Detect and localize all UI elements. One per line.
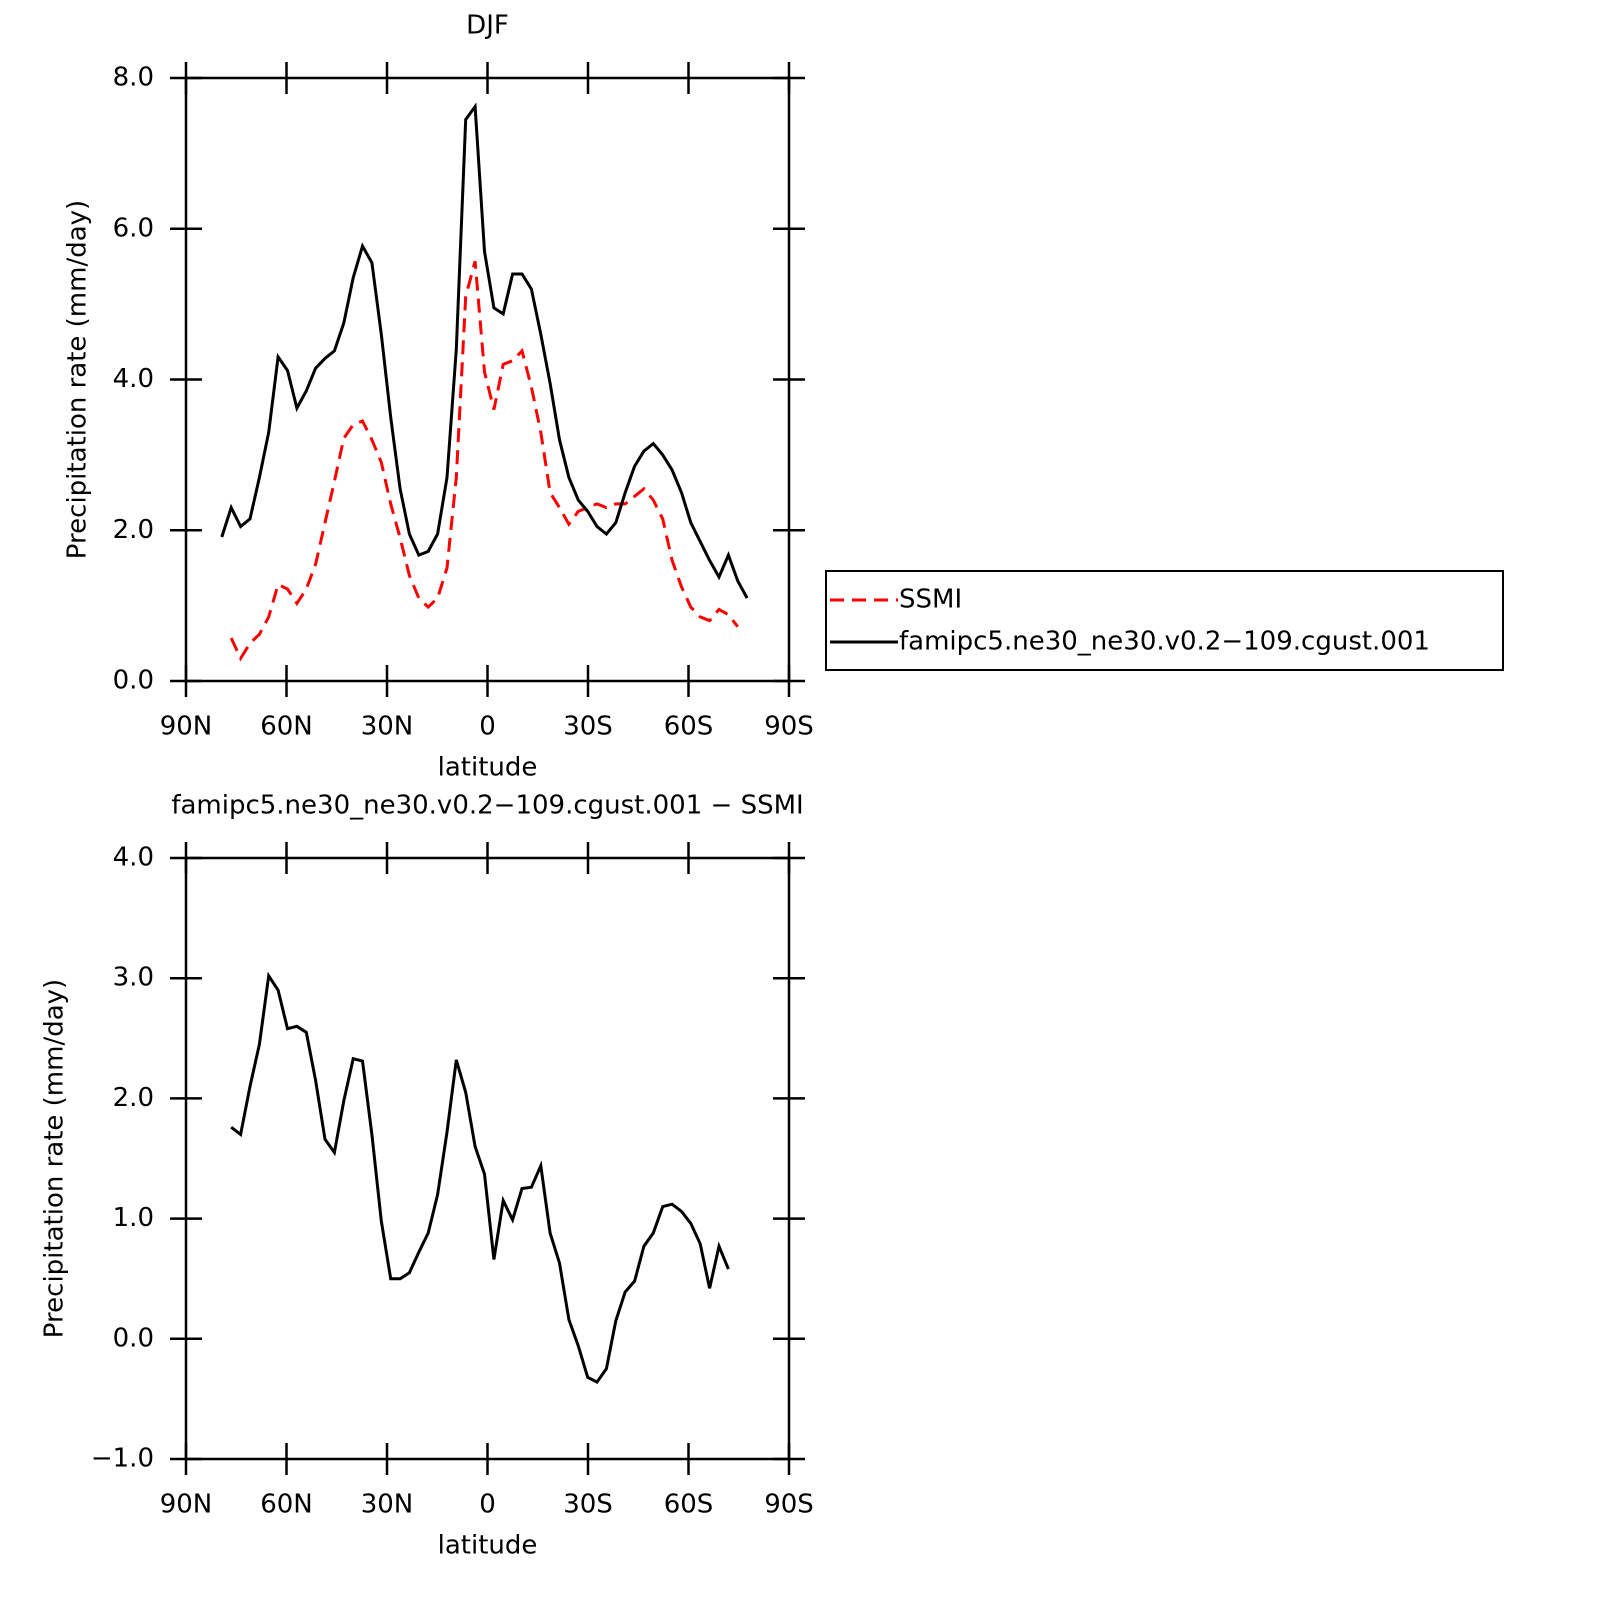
y-tick-label: 8.0: [113, 63, 154, 93]
x-tick-label: 90N: [160, 712, 213, 742]
x-tick-label: 90S: [764, 1490, 814, 1520]
y-axis-label: Precipitation rate (mm/day): [63, 200, 93, 559]
legend-label: famipc5.ne30_ne30.v0.2−109.cgust.001: [899, 627, 1430, 657]
y-tick-label: 3.0: [113, 963, 154, 993]
x-tick-label: 60S: [664, 1490, 714, 1520]
y-tick-label: 0.0: [113, 1323, 154, 1353]
series-line: [220, 102, 749, 599]
y-tick-label: 4.0: [113, 843, 154, 873]
y-tick-label: 2.0: [113, 515, 154, 545]
y-axis-label: Precipitation rate (mm/day): [40, 979, 70, 1338]
plot-frame: [184, 856, 791, 1461]
y-tick-label: 1.0: [113, 1203, 154, 1233]
x-tick-label: 30N: [361, 1490, 414, 1520]
x-tick-label: 60S: [664, 712, 714, 742]
legend-box: [825, 570, 1504, 671]
series-line: [230, 971, 730, 1385]
x-tick-label: 0: [479, 712, 496, 742]
x-axis-label: latitude: [438, 753, 538, 783]
x-tick-label: 0: [479, 1490, 496, 1520]
x-tick-label: 60N: [260, 712, 313, 742]
x-axis-label: latitude: [438, 1531, 538, 1561]
y-tick-label: −1.0: [91, 1444, 154, 1474]
legend-label: SSMI: [899, 585, 962, 615]
x-tick-label: 30S: [563, 712, 613, 742]
y-tick-label: 2.0: [113, 1083, 154, 1113]
x-tick-label: 60N: [260, 1490, 313, 1520]
x-tick-label: 30S: [563, 1490, 613, 1520]
chart-title: DJF: [466, 11, 509, 41]
y-tick-label: 6.0: [113, 213, 154, 243]
x-tick-label: 90S: [764, 712, 814, 742]
y-tick-label: 0.0: [113, 666, 154, 696]
chart-title: famipc5.ne30_ne30.v0.2−109.cgust.001 − S…: [171, 791, 803, 821]
x-tick-label: 90N: [160, 1490, 213, 1520]
x-tick-label: 30N: [361, 712, 414, 742]
y-tick-label: 4.0: [113, 364, 154, 394]
series-line: [229, 260, 739, 662]
